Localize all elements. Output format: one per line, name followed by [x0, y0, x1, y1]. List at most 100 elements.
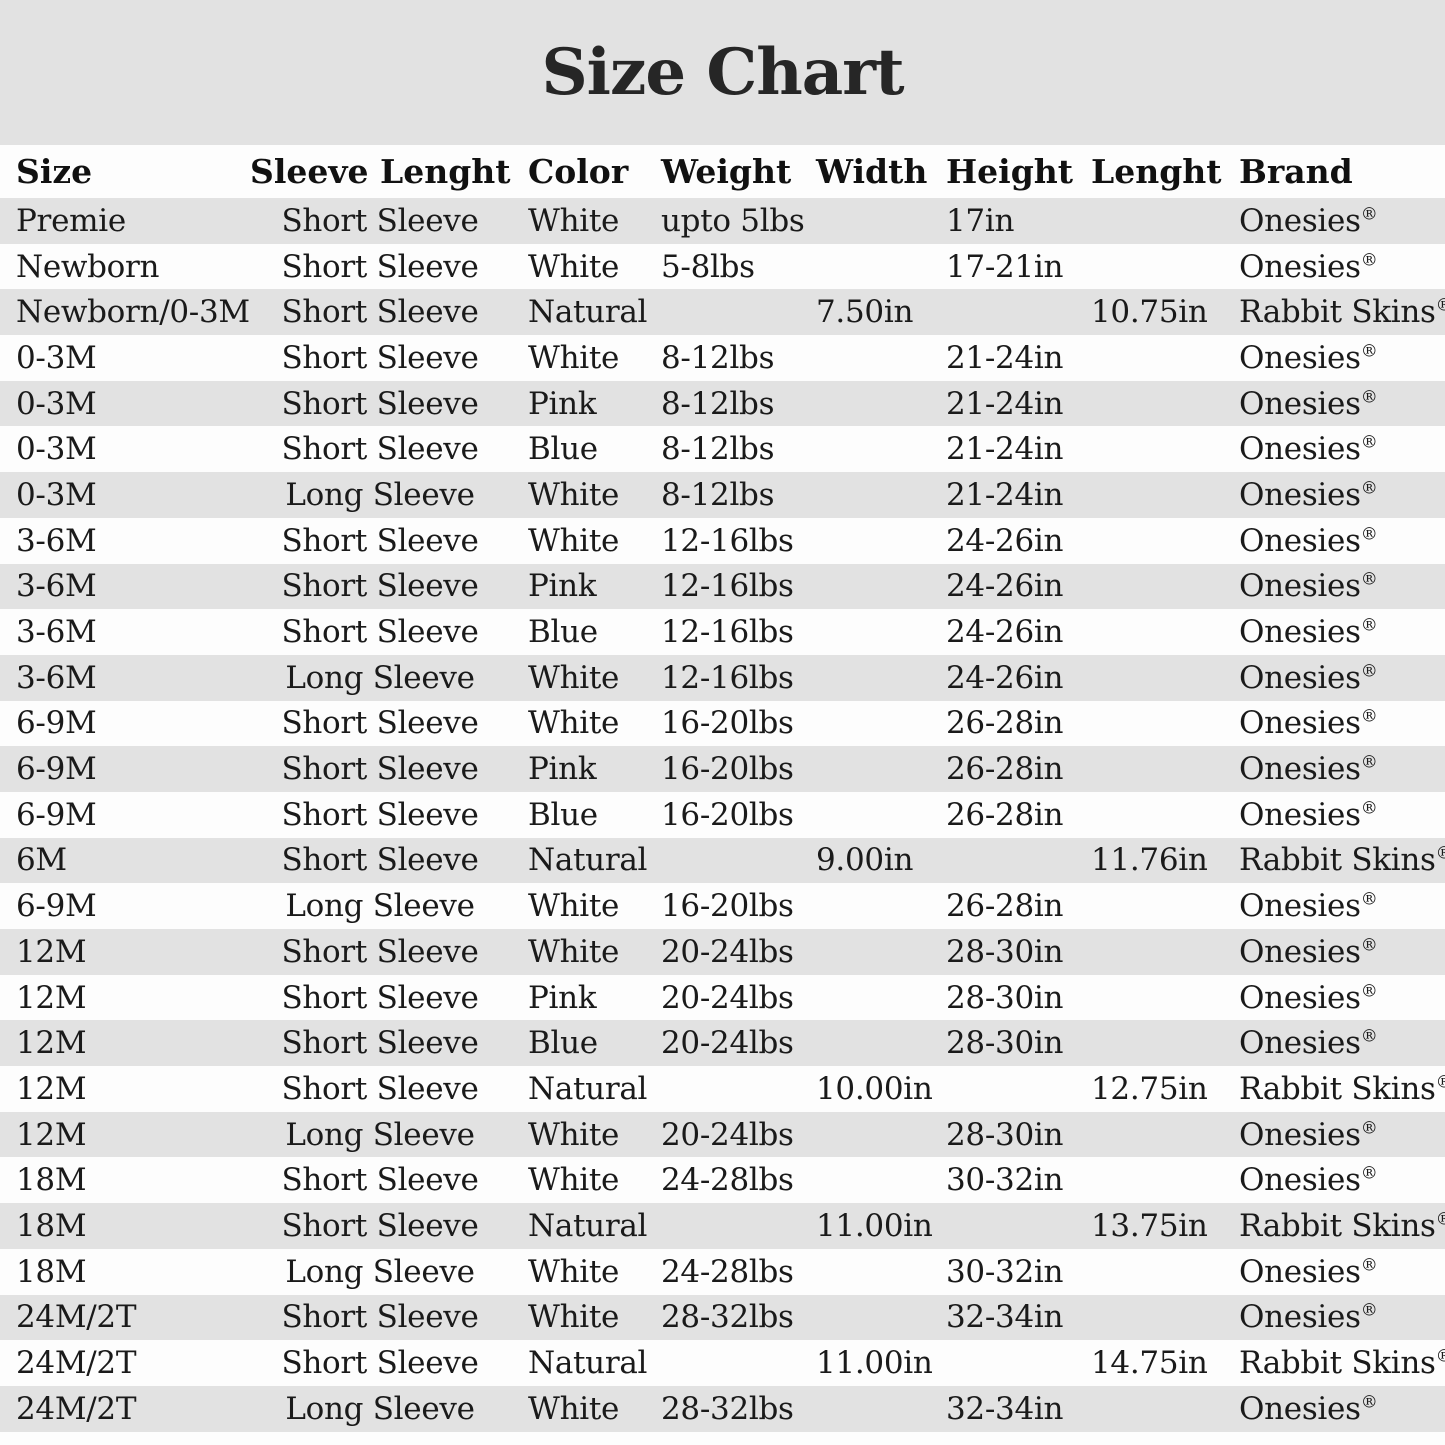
cell-sleeve-lenght: Long Sleeve [285, 476, 475, 513]
cell-size: Newborn [16, 248, 160, 285]
cell-width [798, 746, 928, 792]
cell-brand: Onesies® [1239, 1299, 1378, 1336]
cell-size: 18M [16, 1162, 87, 1199]
registered-mark-icon: ® [1360, 432, 1378, 453]
cell-brand: Onesies® [1239, 751, 1378, 788]
table-row: 18M Short Sleeve White 24-28lbs 30-32in Onesi… [0, 1157, 1445, 1204]
cell-width [798, 198, 928, 244]
cell-weight: upto 5lbs [661, 202, 805, 239]
cell-lenght [1073, 472, 1221, 518]
cell-height: 32-34in [946, 1299, 1064, 1336]
cell-color: White [528, 522, 620, 559]
cell-color: Natural [528, 842, 648, 879]
cell-sleeve-lenght: Short Sleeve [281, 339, 479, 376]
cell-size: 12M [16, 1070, 87, 1107]
cell-sleeve-lenght: Short Sleeve [281, 1345, 479, 1382]
cell-color: White [528, 659, 620, 696]
cell-sleeve-lenght: Short Sleeve [281, 933, 479, 970]
cell-weight: 8-12lbs [661, 339, 775, 376]
cell-brand: Rabbit Skins® [1221, 1203, 1445, 1249]
cell-color: Natural [528, 1070, 648, 1107]
column-header-width: Width [816, 152, 928, 191]
cell-width [798, 1157, 928, 1203]
registered-mark-icon: ® [1360, 935, 1378, 956]
cell-height: 17in [946, 202, 1015, 239]
cell-sleeve-lenght: Short Sleeve [281, 385, 479, 422]
cell-width [798, 1020, 928, 1066]
cell-color: Blue [528, 796, 598, 833]
cell-color: White [528, 1162, 620, 1199]
cell-width: 11.00in [816, 1345, 933, 1382]
cell-color: Pink [528, 979, 597, 1016]
table-row: 6-9M Short Sleeve Blue 16-20lbs 26-28in Onesi… [0, 791, 1445, 838]
cell-weight [643, 1340, 798, 1386]
cell-brand: Onesies® [1239, 888, 1378, 925]
cell-height: 17-21in [946, 248, 1064, 285]
cell-sleeve-lenght: Long Sleeve [285, 888, 475, 925]
cell-size: 0-3M [16, 339, 97, 376]
registered-mark-icon: ® [1360, 1118, 1378, 1139]
registered-mark-icon: ® [1360, 889, 1378, 910]
table-body: Premie Short Sleeve White upto 5lbs 17in Ones… [0, 198, 1445, 1432]
cell-height: 21-24in [946, 431, 1064, 468]
cell-brand: Rabbit Skins® [1221, 838, 1445, 884]
registered-mark-icon: ® [1360, 204, 1378, 225]
cell-width [798, 564, 928, 610]
cell-brand: Onesies® [1239, 933, 1378, 970]
cell-height: 24-26in [946, 568, 1064, 605]
cell-color: Natural [528, 1345, 648, 1382]
table-row: 12M Short Sleeve Natural 10.00in 12.75in Rabb… [0, 1066, 1445, 1112]
cell-brand: Onesies® [1239, 1253, 1378, 1290]
cell-weight: 24-28lbs [661, 1253, 794, 1290]
cell-width [798, 655, 928, 701]
cell-lenght [1073, 1386, 1221, 1432]
cell-size: 6-9M [16, 705, 97, 742]
cell-brand: Onesies® [1239, 339, 1378, 376]
cell-size: 24M/2T [16, 1345, 137, 1382]
cell-lenght [1073, 335, 1221, 381]
cell-lenght [1073, 655, 1221, 701]
registered-mark-icon: ® [1360, 341, 1378, 362]
registered-mark-icon: ® [1360, 524, 1378, 545]
cell-height [928, 838, 1073, 884]
cell-lenght [1073, 701, 1221, 747]
cell-color: Blue [528, 431, 598, 468]
table-row: 18M Short Sleeve Natural 11.00in 13.75in Rabb… [0, 1203, 1445, 1249]
cell-weight: 28-32lbs [661, 1390, 794, 1427]
cell-lenght [1073, 1112, 1221, 1158]
cell-color: Natural [528, 1207, 648, 1244]
cell-height: 32-34in [946, 1390, 1064, 1427]
cell-lenght [1073, 929, 1221, 975]
cell-lenght [1073, 381, 1221, 427]
cell-size: 24M/2T [16, 1390, 137, 1427]
cell-sleeve-lenght: Short Sleeve [281, 979, 479, 1016]
cell-weight [643, 1203, 798, 1249]
cell-sleeve-lenght: Long Sleeve [285, 1390, 475, 1427]
cell-weight: 16-20lbs [661, 705, 794, 742]
cell-height: 28-30in [946, 979, 1064, 1016]
cell-brand: Onesies® [1239, 476, 1378, 513]
cell-size: 24M/2T [16, 1299, 137, 1336]
cell-color: White [528, 1253, 620, 1290]
registered-mark-icon: ® [1360, 707, 1378, 728]
table-row: 3-6M Short Sleeve White 12-16lbs 24-26in Ones… [0, 517, 1445, 564]
cell-lenght: 14.75in [1091, 1345, 1208, 1382]
cell-color: White [528, 248, 620, 285]
cell-height: 28-30in [946, 933, 1064, 970]
cell-sleeve-lenght: Short Sleeve [281, 796, 479, 833]
registered-mark-icon: ® [1360, 1392, 1378, 1413]
cell-sleeve-lenght: Short Sleeve [281, 202, 479, 239]
cell-size: 6-9M [16, 751, 97, 788]
cell-height: 28-30in [946, 1025, 1064, 1062]
cell-width: 7.50in [816, 294, 914, 331]
cell-height: 24-26in [946, 614, 1064, 651]
cell-size: 3-6M [16, 659, 97, 696]
cell-brand: Onesies® [1239, 979, 1378, 1016]
cell-brand: Onesies® [1239, 522, 1378, 559]
column-header-weight: Weight [661, 152, 792, 191]
cell-width [798, 1386, 928, 1432]
column-header-lenght: Lenght [1091, 152, 1222, 191]
cell-size: Premie [16, 202, 126, 239]
cell-brand: Onesies® [1239, 248, 1378, 285]
registered-mark-icon: ® [1360, 1163, 1378, 1184]
